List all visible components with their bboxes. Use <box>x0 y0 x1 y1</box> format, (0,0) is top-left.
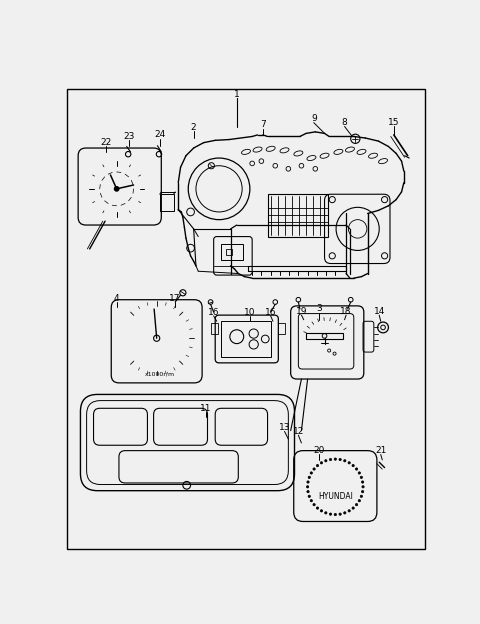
Circle shape <box>307 481 309 483</box>
Bar <box>278 323 285 334</box>
Bar <box>226 249 232 255</box>
Circle shape <box>348 462 350 464</box>
Text: 16: 16 <box>208 308 219 316</box>
Circle shape <box>339 459 341 461</box>
Circle shape <box>310 500 312 502</box>
Text: 14: 14 <box>373 307 385 316</box>
Circle shape <box>360 476 362 479</box>
Circle shape <box>329 513 332 515</box>
Circle shape <box>308 476 311 479</box>
Circle shape <box>316 464 319 467</box>
Text: 23: 23 <box>123 132 135 141</box>
Circle shape <box>324 512 327 514</box>
Bar <box>221 321 271 357</box>
Text: 3: 3 <box>316 305 322 313</box>
Circle shape <box>348 510 350 512</box>
Circle shape <box>329 459 332 461</box>
Circle shape <box>360 495 362 497</box>
Circle shape <box>310 472 312 474</box>
Circle shape <box>344 512 346 514</box>
Circle shape <box>355 468 358 470</box>
Circle shape <box>339 513 341 515</box>
Circle shape <box>313 504 315 506</box>
Circle shape <box>352 464 354 467</box>
Text: 10: 10 <box>244 308 255 316</box>
Circle shape <box>334 458 336 461</box>
Circle shape <box>355 504 358 506</box>
Circle shape <box>316 507 319 509</box>
Circle shape <box>320 462 323 464</box>
Text: 22: 22 <box>100 138 111 147</box>
Text: 11: 11 <box>200 404 212 413</box>
Bar <box>267 194 328 236</box>
Bar <box>221 244 243 260</box>
Text: 17: 17 <box>169 294 181 303</box>
Circle shape <box>352 507 354 509</box>
Circle shape <box>324 460 327 462</box>
Text: 24: 24 <box>154 130 166 139</box>
Text: HYUNDAI: HYUNDAI <box>318 492 353 501</box>
Bar <box>160 194 174 211</box>
Circle shape <box>361 481 364 483</box>
Circle shape <box>358 472 360 474</box>
Text: 18: 18 <box>340 307 352 316</box>
Circle shape <box>306 485 309 488</box>
Circle shape <box>362 485 364 488</box>
Text: 8: 8 <box>342 118 348 127</box>
Text: 4: 4 <box>114 294 120 303</box>
Circle shape <box>361 490 364 493</box>
Text: 20: 20 <box>313 446 325 455</box>
Circle shape <box>114 187 119 191</box>
Text: x1000r/m: x1000r/m <box>144 371 175 376</box>
Circle shape <box>358 500 360 502</box>
Circle shape <box>313 468 315 470</box>
Text: 1: 1 <box>234 90 240 99</box>
Text: 16: 16 <box>265 308 276 316</box>
Circle shape <box>334 514 336 515</box>
Text: 7: 7 <box>260 120 266 129</box>
Text: 15: 15 <box>388 118 399 127</box>
Bar <box>306 333 343 339</box>
Circle shape <box>320 510 323 512</box>
Text: 9: 9 <box>311 114 317 124</box>
Text: 21: 21 <box>375 446 386 455</box>
Bar <box>211 323 217 334</box>
Circle shape <box>307 490 309 493</box>
Circle shape <box>344 460 346 462</box>
Text: 19: 19 <box>296 307 307 316</box>
Text: 2: 2 <box>191 123 196 132</box>
Text: 12: 12 <box>293 427 304 436</box>
Circle shape <box>308 495 311 497</box>
Text: 13: 13 <box>279 423 290 432</box>
